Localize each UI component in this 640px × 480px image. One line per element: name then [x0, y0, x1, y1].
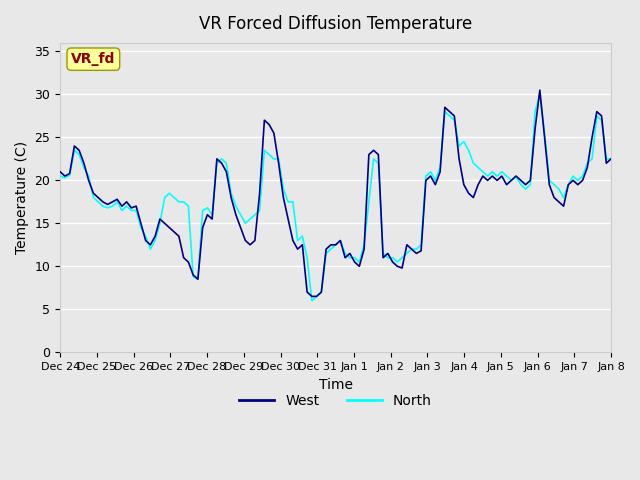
- Y-axis label: Temperature (C): Temperature (C): [15, 141, 29, 254]
- Text: VR_fd: VR_fd: [71, 52, 116, 66]
- X-axis label: Time: Time: [319, 377, 353, 392]
- Title: VR Forced Diffusion Temperature: VR Forced Diffusion Temperature: [199, 15, 472, 33]
- Legend: West, North: West, North: [234, 388, 437, 413]
